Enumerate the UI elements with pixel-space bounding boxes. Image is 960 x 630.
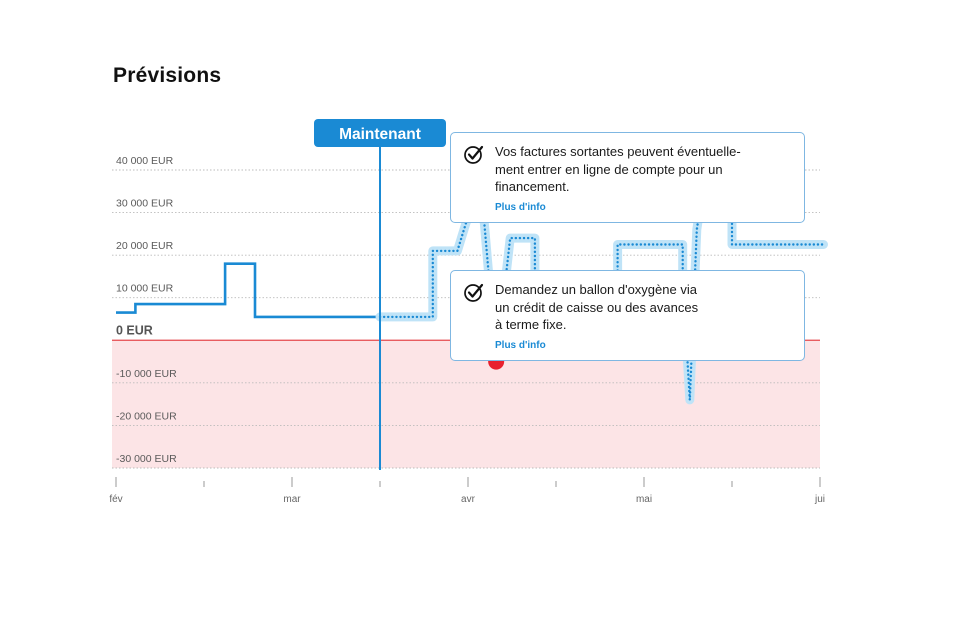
page-title: Prévisions bbox=[113, 64, 222, 87]
check-circle-icon bbox=[464, 283, 484, 302]
invoice-financing-callout: Vos factures sortantes peuvent éventuell… bbox=[450, 132, 805, 223]
y-tick-label: -30 000 EUR bbox=[116, 453, 177, 465]
actual-line bbox=[116, 262, 380, 319]
now-label-box bbox=[314, 119, 446, 147]
y-tick-label: 10 000 EUR bbox=[116, 283, 174, 295]
more-info-link[interactable]: Plus d'info bbox=[495, 201, 546, 213]
callout-text-line: Demandez un ballon d'oxygène via bbox=[495, 282, 697, 297]
x-axis: fév mar avr mai jui bbox=[109, 477, 825, 505]
callout-text: Demandez un ballon d'oxygène via un créd… bbox=[495, 281, 790, 334]
negative-balance-zone bbox=[112, 340, 820, 468]
credit-line-callout: Demandez un ballon d'oxygène via un créd… bbox=[450, 270, 805, 361]
y-tick-label: 30 000 EUR bbox=[116, 198, 174, 210]
y-axis-labels: 40 000 EUR 30 000 EUR 20 000 EUR 10 000 EUR… bbox=[116, 155, 177, 465]
x-tick-label: fév bbox=[109, 494, 122, 505]
x-tick-label: avr bbox=[461, 494, 476, 505]
x-tick-label: mar bbox=[283, 494, 301, 505]
callout-text-line: Vos factures sortantes peuvent éventuell… bbox=[495, 144, 741, 159]
callout-text: Vos factures sortantes peuvent éventuell… bbox=[495, 143, 790, 196]
now-label: Maintenant bbox=[339, 126, 421, 143]
callout-text-line: ment entrer en ligne de compte pour un bbox=[495, 161, 723, 177]
y-tick-label: 0 EUR bbox=[116, 323, 153, 337]
check-circle-icon bbox=[464, 145, 484, 164]
y-tick-label: 20 000 EUR bbox=[116, 240, 174, 252]
y-tick-label: -20 000 EUR bbox=[116, 410, 177, 422]
x-tick-label: jui bbox=[814, 494, 825, 505]
y-tick-label: -10 000 EUR bbox=[116, 368, 177, 380]
more-info-link[interactable]: Plus d'info bbox=[495, 339, 546, 351]
callout-text-line: financement. bbox=[495, 179, 570, 194]
x-tick-label: mai bbox=[636, 494, 652, 505]
y-tick-label: 40 000 EUR bbox=[116, 155, 174, 167]
now-marker: Maintenant bbox=[314, 119, 446, 470]
forecast-line bbox=[378, 168, 825, 402]
callout-text-line: un crédit de caisse ou des avances bbox=[495, 299, 699, 315]
callout-text-line: à terme fixe. bbox=[495, 317, 567, 332]
